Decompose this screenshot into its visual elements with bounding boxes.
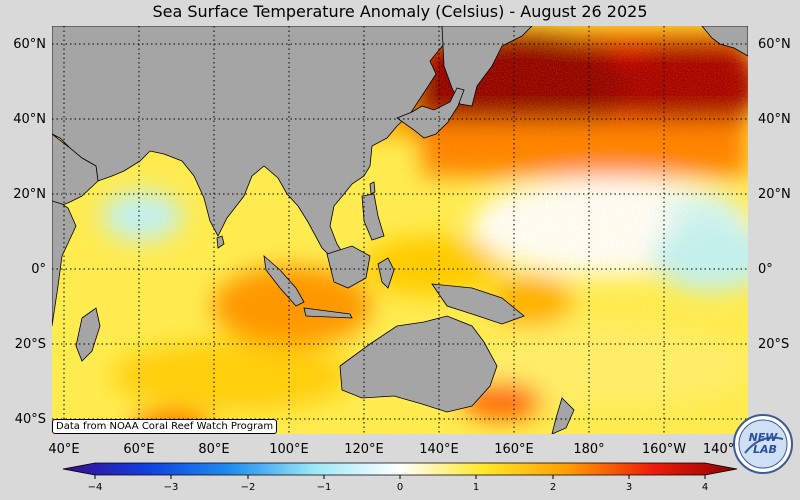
lon-label-80e: 80°E [198,442,230,457]
colorbar [62,462,738,479]
colorbar-label-0: 0 [396,482,404,493]
sulawesi-landmass [377,257,395,289]
colorbar-label-3: 3 [625,482,633,493]
anomaly-map [52,26,748,434]
lat-label-0-right: 0° [758,262,773,277]
lon-label-180: 180° [573,442,605,457]
lat-label-20s-right: 20°S [758,337,790,352]
lon-label-140e: 140°E [419,442,459,457]
nev-lab-logo: NEW LAB [733,414,793,474]
new-zealand-landmass [551,397,575,434]
kamchatka-landmass [441,26,533,107]
java-landmass [303,307,353,319]
lat-label-0-left: 0° [31,262,46,277]
colorbar-fill [62,462,738,476]
lat-label-40n-left: 40°N [13,112,46,127]
japan-landmass [396,87,465,139]
lat-label-60n-right: 60°N [758,37,791,52]
svg-text:NEW: NEW [749,431,779,444]
australia-landmass [339,315,498,413]
taiwan-landmass [369,181,376,195]
colorbar-label-m1: −1 [316,482,332,493]
graticule [52,26,748,434]
colorbar-label-m2: −2 [240,482,256,493]
alaska-landmass [701,26,748,57]
new-guinea-landmass [431,283,525,325]
colorbar-label-m3: −3 [163,482,179,493]
lat-label-20n-left: 20°N [13,187,46,202]
data-credit: Data from NOAA Coral Reef Watch Program [52,419,278,434]
colorbar-label-2: 2 [549,482,557,493]
madagascar-landmass [75,307,101,362]
lon-label-160w: 160°W [641,442,687,457]
lon-label-40e: 40°E [48,442,80,457]
lon-label-60e: 60°E [123,442,155,457]
lon-label-160e: 160°E [494,442,534,457]
colorbar-label-4: 4 [701,482,709,493]
svg-text:LAB: LAB [753,443,777,456]
lat-label-40s-left: 40°S [14,412,46,427]
lon-label-100e: 100°E [269,442,309,457]
lat-label-20n-right: 20°N [758,187,791,202]
africa-landmass [52,200,77,327]
colorbar-label-1: 1 [472,482,480,493]
colorbar-ticks [94,475,706,479]
lat-label-20s-left: 20°S [14,337,46,352]
lat-label-60n-left: 60°N [13,37,46,52]
lat-label-40n-right: 40°N [758,112,791,127]
lon-label-120e: 120°E [344,442,384,457]
colorbar-label-m4: −4 [87,482,103,493]
sri-lanka-landmass [216,235,225,249]
borneo-landmass [326,245,371,289]
map-title: Sea Surface Temperature Anomaly (Celsius… [152,2,648,21]
